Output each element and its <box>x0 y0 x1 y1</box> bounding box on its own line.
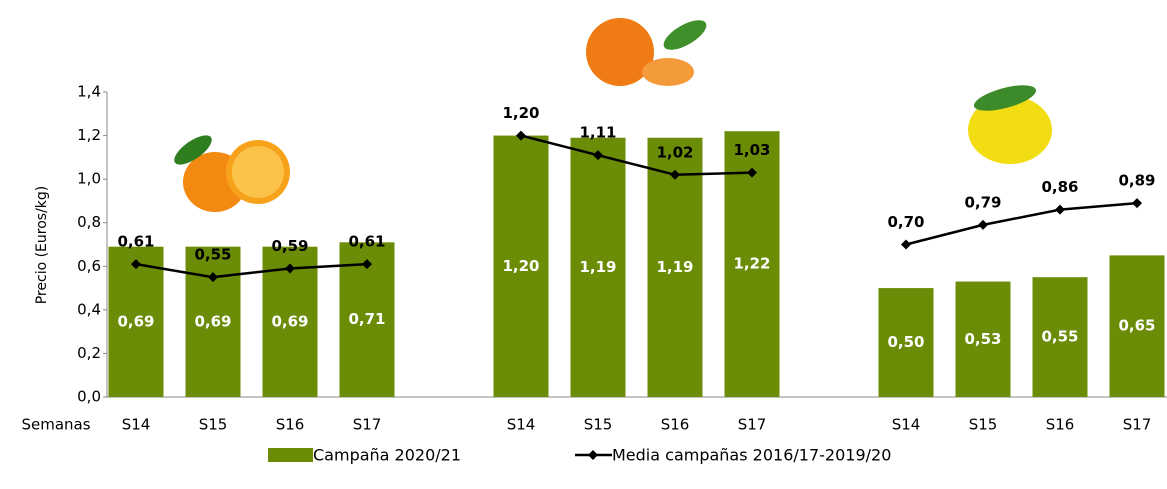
x-tick-label: S17 <box>1123 416 1152 434</box>
x-tick-label: S15 <box>199 416 228 434</box>
line-value-label: 0,70 <box>887 213 924 231</box>
bar-value-label: 0,69 <box>271 312 308 330</box>
line-value-label: 0,61 <box>348 233 385 251</box>
x-tick-label: S17 <box>353 416 382 434</box>
line <box>521 136 752 175</box>
line-marker <box>901 240 911 250</box>
y-tick-label: 1,0 <box>77 170 101 188</box>
line-value-label: 1,03 <box>733 141 770 159</box>
line-marker <box>1132 198 1142 208</box>
x-tick-label: S14 <box>122 416 151 434</box>
y-tick-label: 0,4 <box>77 300 101 318</box>
bar-value-label: 0,69 <box>194 312 231 330</box>
line-value-label: 1,02 <box>656 143 693 161</box>
line-value-label: 1,11 <box>579 124 616 142</box>
bar-value-label: 1,19 <box>656 258 693 276</box>
legend-marker <box>588 450 598 460</box>
y-tick-label: 1,2 <box>77 126 101 144</box>
bar-value-label: 0,69 <box>117 312 154 330</box>
legend: Campaña 2020/21 Media campañas 2016/17-2… <box>268 446 891 465</box>
line-value-label: 0,61 <box>117 233 154 251</box>
line <box>906 203 1137 244</box>
line-value-label: 0,55 <box>194 246 231 264</box>
x-tick-label: S16 <box>1046 416 1075 434</box>
y-tick-label: 1,4 <box>77 83 101 101</box>
y-tick-label: 0,6 <box>77 257 101 275</box>
line-value-label: 0,79 <box>964 193 1001 211</box>
y-axis-label: Precio (Euros/kg) <box>34 186 50 305</box>
line <box>136 264 367 277</box>
bar-value-label: 0,50 <box>887 333 924 351</box>
x-tick-label: S16 <box>276 416 305 434</box>
x-tick-label: S17 <box>738 416 767 434</box>
legend-swatch <box>268 448 313 462</box>
bar-value-label: 0,71 <box>348 310 385 328</box>
chart: Precio (Euros/kg) Semanas 0,0 0,2 0,4 0,6 0,… <box>0 0 1167 489</box>
y-tick-label: 0,2 <box>77 344 101 362</box>
y-tick-label: 0,8 <box>77 213 101 231</box>
bar-value-label: 0,65 <box>1118 317 1155 335</box>
x-tick-label: S15 <box>969 416 998 434</box>
legend-label: Campaña 2020/21 <box>313 446 461 465</box>
line-value-label: 1,20 <box>502 104 539 122</box>
x-tick-label: S14 <box>892 416 921 434</box>
bar-value-label: 0,53 <box>964 330 1001 348</box>
x-tick-label: S14 <box>507 416 536 434</box>
mandarin-illustration <box>586 14 711 86</box>
bar-value-label: 1,20 <box>502 257 539 275</box>
line-value-label: 0,59 <box>271 237 308 255</box>
bar-value-label: 1,22 <box>733 255 770 273</box>
x-tick-label: S15 <box>584 416 613 434</box>
line-marker <box>1055 205 1065 215</box>
line-marker <box>978 220 988 230</box>
x-axis-label: Semanas <box>21 416 90 434</box>
line-value-label: 0,86 <box>1041 178 1078 196</box>
line-value-label: 0,89 <box>1118 172 1155 190</box>
x-tick-label: S16 <box>661 416 690 434</box>
legend-label: Media campañas 2016/17-2019/20 <box>612 446 891 465</box>
bar-value-label: 1,19 <box>579 258 616 276</box>
lemon-illustration <box>968 80 1052 164</box>
y-tick-label: 0,0 <box>77 388 101 406</box>
bar-value-label: 0,55 <box>1041 328 1078 346</box>
orange-illustration <box>170 130 290 212</box>
